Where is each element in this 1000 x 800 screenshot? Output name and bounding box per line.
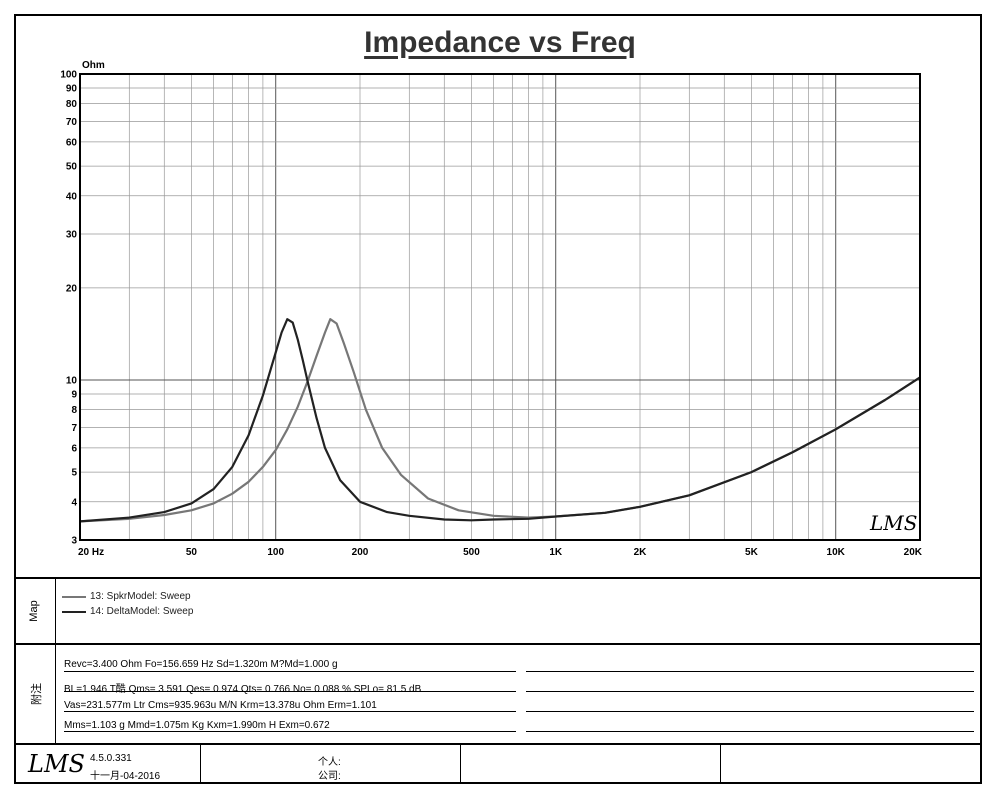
x-tick-label: 5K — [745, 547, 759, 558]
x-tick-label: 50 — [186, 547, 198, 558]
y-tick-label: 7 — [71, 423, 77, 434]
legend-swatch-deltamodel — [62, 610, 86, 613]
x-tick-label: 2K — [634, 547, 648, 558]
x-tick-label: 1K — [549, 547, 563, 558]
map-panel-top-rule — [16, 577, 982, 579]
y-tick-label: 9 — [71, 390, 77, 401]
param-line-1: Revc=3.400 Ohm Fo=156.659 Hz Sd=1.320m M… — [64, 659, 338, 670]
series-line-2 — [79, 318, 921, 523]
footer-version: 4.5.0.331 — [90, 753, 132, 764]
y-tick-label: 20 — [66, 283, 78, 294]
series-layer — [79, 318, 921, 523]
y-axis-unit-label: Ohm — [82, 60, 105, 71]
y-tick-label: 8 — [71, 405, 77, 416]
lms-watermark: LMS — [869, 511, 917, 535]
footer-divider-3 — [720, 745, 721, 783]
legend-swatch-spkrmodel — [62, 595, 86, 598]
param-rule-right-2 — [526, 691, 974, 692]
y-tick-label: 60 — [66, 137, 78, 148]
document-frame — [14, 14, 982, 784]
y-tick-label: 10 — [66, 375, 78, 386]
param-line-2: BL=1.946 T酷 Qms= 3.591 Qes= 0.974 Qts= 0… — [64, 684, 422, 695]
legend-label-spkrmodel: 13: SpkrModel: Sweep — [90, 591, 191, 602]
y-tick-label: 40 — [66, 191, 78, 202]
y-tick-label: 5 — [71, 468, 77, 479]
param-line-3: Vas=231.577m Ltr Cms=935.963u M/N Krm=13… — [64, 700, 377, 711]
series-line-1 — [79, 318, 921, 523]
map-section-label: Map — [28, 600, 40, 622]
notes-panel-top-rule — [16, 643, 982, 645]
tick-layer: 20 Hz 50 100 200 500 1K 2K 5K 10K 20K 3 4 5 6 7 8 9 10 20 3… — [60, 70, 922, 559]
y-tick-label: 4 — [71, 497, 77, 508]
y-tick-label: 70 — [66, 117, 78, 128]
param-rule-right-1 — [526, 671, 974, 672]
y-tick-label: 90 — [66, 84, 78, 95]
param-rule-right-4 — [526, 731, 974, 732]
footer-top-rule — [16, 743, 982, 745]
y-tick-label: 30 — [66, 230, 78, 241]
x-tick-label: 500 — [463, 547, 480, 558]
footer-divider-1 — [200, 745, 201, 783]
x-tick-label: 20 Hz — [78, 547, 104, 558]
legend-label-deltamodel: 14: DeltaModel: Sweep — [90, 606, 194, 617]
legend-item-spkrmodel: 13: SpkrModel: Sweep — [62, 591, 191, 602]
footer-person-label: 个人: — [318, 757, 341, 768]
param-rule-left-3 — [64, 711, 516, 712]
y-tick-label: 3 — [71, 536, 77, 547]
y-tick-label: 80 — [66, 99, 78, 110]
map-panel-divider — [55, 579, 56, 643]
y-tick-label: 50 — [66, 162, 78, 173]
param-rule-left-4 — [64, 731, 516, 732]
footer-company-label: 公司: — [318, 771, 341, 782]
notes-panel-divider — [55, 645, 56, 743]
notes-section-label: 附注 — [31, 683, 43, 705]
x-tick-label: 10K — [827, 547, 846, 558]
legend-item-deltamodel: 14: DeltaModel: Sweep — [62, 606, 193, 617]
plot-border — [79, 73, 921, 541]
x-tick-label: 20K — [904, 547, 923, 558]
x-tick-label: 100 — [267, 547, 284, 558]
y-tick-label: 6 — [71, 443, 77, 454]
param-rule-left-1 — [64, 671, 516, 672]
x-tick-label: 200 — [352, 547, 369, 558]
footer-date: 十一月-04-2016 — [90, 771, 161, 782]
chart-title: Impedance vs Freq — [364, 26, 636, 59]
footer-lms-logo: LMS — [28, 750, 85, 778]
y-tick-label: 100 — [60, 70, 77, 81]
param-line-4: Mms=1.103 g Mmd=1.075m Kg Kxm=1.990m H E… — [64, 720, 330, 731]
param-rule-left-2 — [64, 691, 516, 692]
grid-layer — [79, 73, 921, 541]
footer-divider-2 — [460, 745, 461, 783]
param-rule-right-3 — [526, 711, 974, 712]
